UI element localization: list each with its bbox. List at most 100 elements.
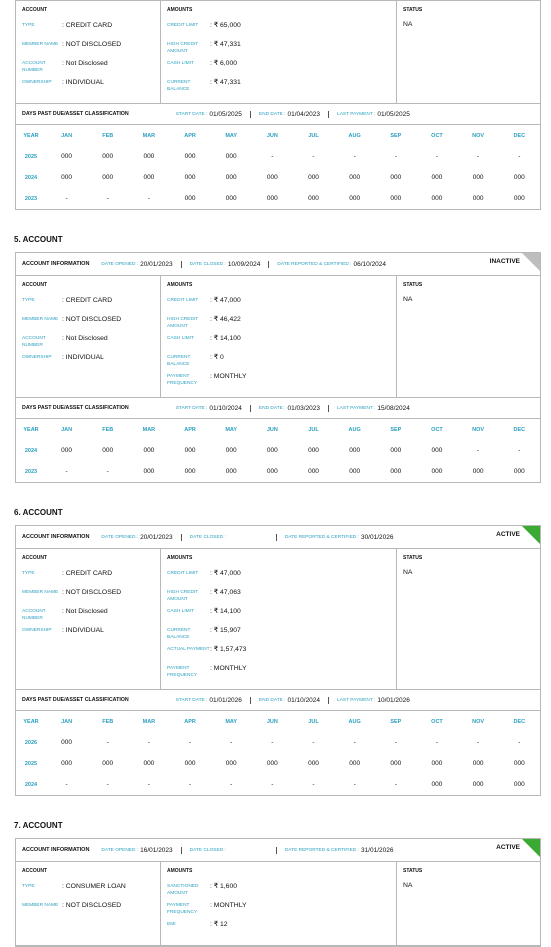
- dpd-column: YEAR: [23, 132, 39, 139]
- end-date-label: END DATE :: [258, 405, 286, 411]
- status-value: NA: [403, 569, 413, 576]
- column-title: AMOUNTS: [167, 555, 193, 561]
- separator: [275, 846, 277, 854]
- account-box: ACCOUNT TYPE: CREDIT CARD MEMBER NAME: NOT…: [15, 0, 541, 210]
- dpd-column: JUL: [308, 426, 319, 433]
- separator: [180, 260, 182, 268]
- dpd-cell: 000: [349, 195, 361, 202]
- dpd-header: DAYS PAST DUE/ASSET CLASSIFICATION START …: [16, 690, 540, 711]
- dpd-cell: 000: [472, 195, 484, 202]
- field: TYPE: CREDIT CARD: [22, 569, 160, 588]
- date-reported-label: DATE REPORTED & CERTIFIED :: [284, 534, 359, 540]
- dpd-column: APR: [184, 426, 196, 433]
- field-value: : ₹ 46,422: [210, 316, 241, 323]
- status-column: STATUS NA: [397, 276, 540, 397]
- dpd-cell: -: [353, 739, 356, 746]
- field: CREDIT LIMIT: ₹ 47,000: [167, 296, 282, 315]
- dpd-cell: 000: [513, 174, 525, 181]
- field: ACCOUNT NUMBER: Not Disclosed: [22, 607, 160, 626]
- field: ACTUAL PAYMENT: ₹ 1,57,473: [167, 645, 282, 664]
- field: CREDIT LIMIT: ₹ 65,000: [167, 21, 282, 40]
- details: ACCOUNT TYPE: CREDIT CARD MEMBER NAME: NOT…: [16, 549, 540, 690]
- separator: [268, 260, 270, 268]
- dpd-cell: -: [435, 153, 439, 160]
- field: HIGH CREDIT AMOUNT: ₹ 47,331: [167, 40, 282, 59]
- dpd-column: AUG: [348, 132, 361, 139]
- field-label: HIGH CREDIT AMOUNT: [167, 590, 199, 602]
- dpd-cell: 000: [184, 447, 196, 454]
- dpd-cell: 000: [431, 781, 443, 788]
- dpd-header-row: YEAR JAN FEB MAR APR MAY JUN JUL AUG SEP OCT NOV DEC: [16, 125, 540, 146]
- dpd-cell: 000: [513, 781, 525, 788]
- dpd-column: APR: [184, 718, 196, 725]
- status-column: STATUS NA: [397, 1, 540, 103]
- status-value: NA: [403, 21, 413, 28]
- field: ACCOUNT NUMBER: Not Disclosed: [22, 334, 160, 353]
- account-heading: 6. ACCOUNT: [14, 508, 63, 517]
- dpd-cell: 000: [266, 195, 278, 202]
- field-value: : ₹ 1,600: [210, 883, 237, 890]
- dpd-column: MAR: [142, 132, 156, 139]
- date-opened-label: DATE OPENED :: [101, 261, 139, 267]
- field-value: : CREDIT CARD: [62, 297, 113, 304]
- separator: [328, 404, 330, 412]
- field-label: MEMBER NAME: [22, 590, 59, 595]
- dpd-cell: 000: [349, 468, 361, 475]
- dpd-column: JAN: [61, 132, 73, 139]
- field-value: : INDIVIDUAL: [62, 79, 104, 86]
- field: MEMBER NAME: NOT DISCLOSED: [22, 40, 160, 59]
- dpd-cell: -: [394, 739, 397, 746]
- account-column: ACCOUNT TYPE: CREDIT CARD MEMBER NAME: NOT…: [16, 1, 161, 103]
- field-value: : ₹ 47,063: [210, 589, 241, 596]
- end-date: 01/03/2023: [287, 404, 321, 412]
- field-label: TYPE: [22, 571, 35, 576]
- field: TYPE: CREDIT CARD: [22, 21, 160, 40]
- dpd-column: FEB: [102, 132, 114, 139]
- field-label: EMI: [167, 922, 176, 927]
- dpd-cell: 000: [61, 153, 72, 160]
- date-opened: 16/01/2023: [140, 846, 173, 854]
- field: MEMBER NAME: NOT DISCLOSED: [22, 901, 160, 920]
- field: CURRENT BALANCE: ₹ 0: [167, 353, 282, 372]
- dpd-title: DAYS PAST DUE/ASSET CLASSIFICATION: [22, 111, 129, 117]
- dpd-cell: 000: [390, 468, 402, 475]
- end-date-label: END DATE :: [258, 697, 286, 703]
- dpd-cell: 000: [308, 195, 319, 202]
- dpd-cell: -: [147, 195, 150, 202]
- field-value: : ₹ 15,907: [210, 627, 241, 634]
- account-box: ACCOUNT INFORMATION DATE OPENED :16/01/20…: [15, 838, 541, 947]
- dpd-cell: -: [65, 195, 68, 202]
- extra-list: PAYMENT FREQUENCY: MONTHLY: [167, 372, 282, 391]
- dpd-year: 2026: [24, 739, 38, 746]
- field-value: : NOT DISCLOSED: [62, 316, 122, 323]
- last-payment-label: LAST PAYMENT :: [337, 405, 376, 411]
- dpd-column: DEC: [513, 426, 526, 433]
- field: SANCTIONED AMOUNT: ₹ 1,600: [167, 882, 282, 901]
- account-heading: 7. ACCOUNT: [14, 821, 63, 830]
- field-label: CASH LIMIT: [167, 609, 194, 614]
- dpd-cell: -: [518, 447, 521, 454]
- field-value: : NOT DISCLOSED: [62, 902, 122, 909]
- dpd-cell: -: [65, 781, 68, 788]
- dpd-column: OCT: [431, 718, 443, 725]
- dpd-cell: -: [394, 781, 397, 788]
- field-label: PAYMENT FREQUENCY: [167, 666, 198, 678]
- field-label: MEMBER NAME: [22, 42, 59, 47]
- date-reported: 31/01/2026: [360, 846, 394, 854]
- field-value: : Not Disclosed: [62, 60, 108, 67]
- field-label: CREDIT LIMIT: [167, 298, 199, 303]
- dpd-cell: 000: [225, 447, 237, 454]
- dpd-cell: 000: [225, 174, 237, 181]
- field: HIGH CREDIT AMOUNT : ₹ 47,063: [167, 588, 282, 607]
- dpd-column: SEP: [390, 718, 402, 725]
- date-reported: 06/10/2024: [353, 260, 387, 268]
- dpd-cell: 000: [308, 760, 319, 767]
- separator: [328, 110, 330, 118]
- date-closed: 10/09/2024: [227, 260, 261, 268]
- field-label: TYPE: [22, 298, 35, 303]
- column-title: STATUS: [403, 868, 423, 874]
- dpd-cell: -: [147, 781, 150, 788]
- date-closed-label: DATE CLOSED :: [189, 261, 226, 267]
- dpd-cell: -: [106, 468, 109, 475]
